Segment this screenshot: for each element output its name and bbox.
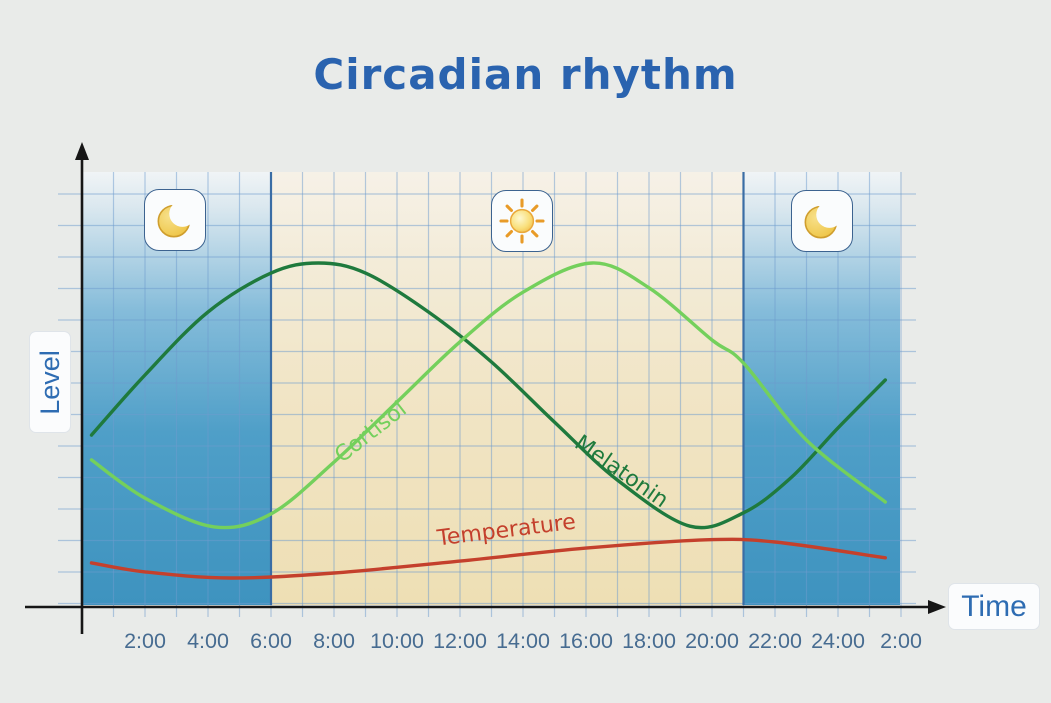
night-icon-box-left xyxy=(144,189,206,251)
x-tick-label: 2:00 xyxy=(124,629,166,653)
x-axis-label: Time xyxy=(961,589,1027,623)
x-tick-label: 12:00 xyxy=(433,629,487,653)
x-axis-arrow xyxy=(928,600,946,614)
x-tick-label: 18:00 xyxy=(622,629,676,653)
page-title: Circadian rhythm xyxy=(313,50,738,99)
x-tick-label: 16:00 xyxy=(559,629,613,653)
day-night-boundaries xyxy=(269,172,745,605)
x-tick-label: 20:00 xyxy=(685,629,739,653)
moon-icon xyxy=(157,204,191,238)
day-icon-box xyxy=(491,190,553,252)
x-tick-label: 6:00 xyxy=(250,629,292,653)
series-curves xyxy=(89,261,887,580)
axes xyxy=(25,142,946,634)
x-axis-label-box: Time xyxy=(948,583,1040,630)
series-curve-melatonin xyxy=(89,261,887,530)
x-tick-label: 24:00 xyxy=(811,629,865,653)
series-curve-temperature xyxy=(89,537,887,580)
y-axis-label: Level xyxy=(34,349,65,415)
night-icon-box-right xyxy=(791,190,853,252)
x-tick-label: 4:00 xyxy=(187,629,229,653)
x-tick-label: 8:00 xyxy=(313,629,355,653)
x-tick-label: 10:00 xyxy=(370,629,424,653)
x-tick-label: 14:00 xyxy=(496,629,550,653)
x-tick-labels: 2:00 4:00 6:00 8:00 10:00 12:00 14:00 16:00 18:0… xyxy=(124,629,922,653)
sun-icon xyxy=(499,198,545,244)
y-axis-label-box: Level xyxy=(29,331,71,433)
moon-icon xyxy=(804,205,838,239)
x-tick-label: 22:00 xyxy=(748,629,802,653)
x-tick-label: 2:00 xyxy=(880,629,922,653)
series-curve-cortisol xyxy=(89,261,887,530)
y-axis-arrow xyxy=(75,142,89,160)
